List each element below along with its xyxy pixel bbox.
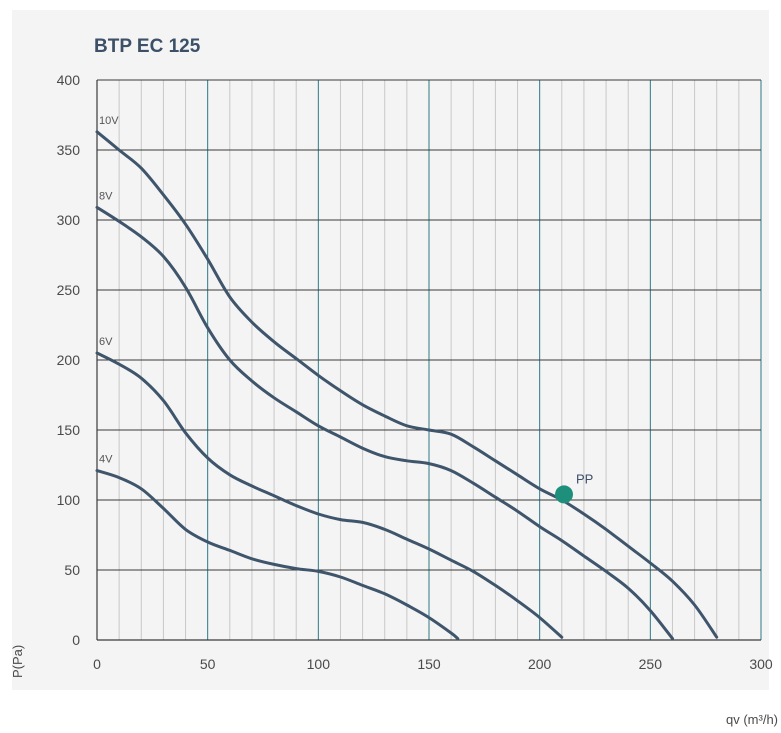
y-tick-label: 0 bbox=[72, 632, 80, 648]
x-tick-label: 300 bbox=[749, 656, 773, 672]
series-label-10v: 10V bbox=[99, 115, 119, 127]
y-tick-label: 150 bbox=[57, 422, 81, 438]
x-axis-label: qv (m³/h) bbox=[726, 712, 778, 727]
series-line-6v bbox=[95, 351, 564, 639]
horizontal-grid bbox=[97, 79, 761, 571]
x-tick-label: 100 bbox=[307, 656, 331, 672]
y-tick-label: 250 bbox=[57, 282, 81, 298]
series-line-8v bbox=[95, 205, 674, 641]
axes bbox=[96, 80, 761, 641]
y-axis-label: P(Pa) bbox=[10, 645, 25, 678]
y-tick-label: 300 bbox=[57, 212, 81, 228]
series-layer bbox=[95, 130, 719, 641]
y-tick-label: 400 bbox=[57, 72, 81, 88]
series-label-4v: 4V bbox=[99, 454, 113, 466]
y-tick-label: 200 bbox=[57, 352, 81, 368]
series-label-6v: 6V bbox=[99, 336, 113, 348]
x-tick-label: 0 bbox=[93, 656, 101, 672]
y-tick-labels: 0 50 100 150 200 250 300 350 400 bbox=[57, 72, 81, 648]
operating-points: PP bbox=[555, 471, 593, 504]
y-tick-label: 100 bbox=[57, 492, 81, 508]
operating-point-marker bbox=[555, 485, 574, 504]
x-tick-labels: 0 50 100 150 200 250 300 bbox=[93, 656, 773, 672]
series-line-10v bbox=[95, 130, 719, 639]
chart-panel bbox=[12, 10, 769, 690]
series-label-8v: 8V bbox=[99, 190, 113, 202]
x-tick-label: 50 bbox=[200, 656, 216, 672]
y-tick-label: 50 bbox=[64, 562, 80, 578]
series-labels: 10V 8V 6V 4V bbox=[99, 115, 119, 466]
x-tick-label: 250 bbox=[639, 656, 663, 672]
operating-point-label: PP bbox=[576, 471, 593, 486]
chart-title: BTP EC 125 bbox=[94, 36, 201, 57]
x-tick-label: 200 bbox=[528, 656, 552, 672]
series-line-4v bbox=[95, 469, 460, 641]
x-tick-label: 150 bbox=[417, 656, 441, 672]
y-tick-label: 350 bbox=[57, 142, 81, 158]
